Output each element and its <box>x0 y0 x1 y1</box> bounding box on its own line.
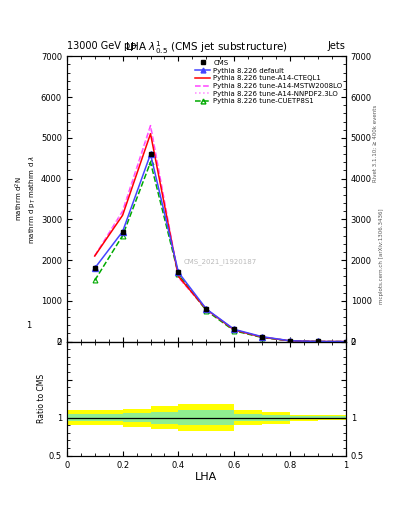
Title: LHA $\lambda^{1}_{0.5}$ (CMS jet substructure): LHA $\lambda^{1}_{0.5}$ (CMS jet substru… <box>125 39 288 56</box>
Text: Rivet 3.1.10; ≥ 400k events: Rivet 3.1.10; ≥ 400k events <box>373 105 378 182</box>
Bar <box>290 415 318 421</box>
Legend: CMS, Pythia 8.226 default, Pythia 8.226 tune-A14-CTEQL1, Pythia 8.226 tune-A14-M: CMS, Pythia 8.226 default, Pythia 8.226 … <box>194 58 344 106</box>
Bar <box>262 415 290 421</box>
Bar <box>123 413 151 422</box>
Bar <box>290 416 318 419</box>
Bar <box>178 410 206 425</box>
Text: Jets: Jets <box>328 41 346 51</box>
Bar <box>67 414 95 421</box>
X-axis label: LHA: LHA <box>195 472 217 482</box>
Bar <box>318 416 346 419</box>
Text: CMS_2021_I1920187: CMS_2021_I1920187 <box>184 259 257 265</box>
Text: 1: 1 <box>26 321 32 330</box>
Bar <box>206 410 234 425</box>
Bar <box>206 404 234 431</box>
Bar <box>95 414 123 421</box>
Y-axis label: mathrm d$^2$N
mathrm d p$_T$ mathrm d $\lambda$: mathrm d$^2$N mathrm d p$_T$ mathrm d $\… <box>14 155 38 244</box>
Bar <box>123 409 151 427</box>
Text: 13000 GeV pp: 13000 GeV pp <box>67 41 136 51</box>
Bar <box>178 404 206 431</box>
Bar <box>151 412 178 424</box>
Bar <box>151 406 178 429</box>
Bar <box>95 410 123 425</box>
Bar <box>234 414 262 421</box>
Text: mcplots.cern.ch [arXiv:1306.3436]: mcplots.cern.ch [arXiv:1306.3436] <box>379 208 384 304</box>
Bar <box>318 415 346 420</box>
Bar <box>262 412 290 424</box>
Bar <box>67 410 95 425</box>
Bar <box>234 410 262 425</box>
Y-axis label: Ratio to CMS: Ratio to CMS <box>37 374 46 423</box>
